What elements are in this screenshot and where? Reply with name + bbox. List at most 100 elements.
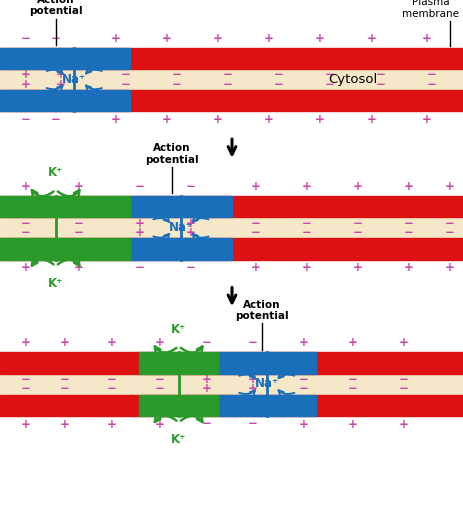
Text: −: − <box>20 373 31 386</box>
Text: −: − <box>351 226 362 239</box>
Text: −: − <box>273 68 283 81</box>
Text: −: − <box>250 217 260 229</box>
Text: +: + <box>55 68 65 81</box>
Text: +: + <box>162 113 172 126</box>
Text: Action
potential: Action potential <box>235 299 288 321</box>
Bar <box>218 395 315 416</box>
Text: Action
potential: Action potential <box>144 143 198 165</box>
Text: −: − <box>185 261 195 274</box>
Text: −: − <box>298 383 308 395</box>
Text: −: − <box>250 226 260 239</box>
Text: +: + <box>185 217 195 229</box>
Text: −: − <box>106 373 116 386</box>
Text: −: − <box>324 68 334 81</box>
Text: +: + <box>250 261 260 274</box>
Text: −: − <box>20 32 31 45</box>
Text: Cytosol: Cytosol <box>327 73 376 86</box>
Text: −: − <box>402 217 413 229</box>
Text: +: + <box>20 78 31 91</box>
Text: −: − <box>402 226 413 239</box>
Text: +: + <box>155 337 165 349</box>
Text: +: + <box>398 418 408 430</box>
Text: +: + <box>300 261 311 274</box>
Text: +: + <box>402 180 413 193</box>
Text: −: − <box>20 226 31 239</box>
Text: +: + <box>20 337 31 349</box>
Text: −: − <box>155 373 165 386</box>
Text: −: − <box>201 418 211 430</box>
Text: +: + <box>20 418 31 430</box>
Text: Na⁺: Na⁺ <box>62 73 86 86</box>
Text: Na⁺: Na⁺ <box>169 221 193 234</box>
Text: +: + <box>106 418 116 430</box>
Text: +: + <box>20 68 31 81</box>
Text: −: − <box>185 180 195 193</box>
Text: +: + <box>365 113 375 126</box>
Text: −: − <box>50 113 61 126</box>
Text: +: + <box>106 337 116 349</box>
Text: +: + <box>162 32 172 45</box>
Text: +: + <box>314 113 325 126</box>
Bar <box>0 90 130 111</box>
Text: +: + <box>351 261 362 274</box>
Text: +: + <box>60 337 70 349</box>
Text: Plasma
membrane: Plasma membrane <box>401 0 458 19</box>
Text: +: + <box>402 261 413 274</box>
Text: −: − <box>247 418 257 430</box>
Text: −: − <box>20 383 31 395</box>
Text: −: − <box>222 68 232 81</box>
Bar <box>0 238 463 260</box>
Text: +: + <box>247 373 257 386</box>
Text: +: + <box>298 418 308 430</box>
Text: −: − <box>60 373 70 386</box>
Text: +: + <box>444 261 454 274</box>
Bar <box>0 238 130 260</box>
Text: −: − <box>171 68 181 81</box>
Bar <box>0 374 463 395</box>
Text: −: − <box>171 78 181 91</box>
Text: −: − <box>155 383 165 395</box>
Text: −: − <box>74 217 84 229</box>
Text: −: − <box>120 78 130 91</box>
Text: +: + <box>74 261 84 274</box>
Text: +: + <box>250 180 260 193</box>
Text: −: − <box>201 337 211 349</box>
Text: +: + <box>185 226 195 239</box>
Text: +: + <box>398 337 408 349</box>
Text: −: − <box>375 78 385 91</box>
Text: +: + <box>444 180 454 193</box>
Text: +: + <box>213 32 223 45</box>
Text: −: − <box>298 373 308 386</box>
Text: +: + <box>365 32 375 45</box>
Text: +: + <box>300 180 311 193</box>
Bar <box>0 48 463 69</box>
Text: +: + <box>347 418 357 430</box>
Text: −: − <box>20 113 31 126</box>
Text: +: + <box>421 113 431 126</box>
Text: +: + <box>347 337 357 349</box>
Text: −: − <box>347 383 357 395</box>
Text: −: − <box>120 68 130 81</box>
Text: +: + <box>155 418 165 430</box>
Text: +: + <box>263 32 274 45</box>
Text: −: − <box>300 217 311 229</box>
Text: −: − <box>324 78 334 91</box>
Text: −: − <box>398 383 408 395</box>
Text: −: − <box>347 373 357 386</box>
Text: −: − <box>444 226 454 239</box>
Text: −: − <box>74 226 84 239</box>
Bar <box>0 217 463 238</box>
Text: −: − <box>375 68 385 81</box>
Text: K⁺: K⁺ <box>48 166 63 179</box>
Text: +: + <box>314 32 325 45</box>
Bar <box>130 196 232 217</box>
Text: −: − <box>351 217 362 229</box>
Bar <box>0 90 463 111</box>
Text: +: + <box>134 217 144 229</box>
Text: +: + <box>111 113 121 126</box>
Text: +: + <box>263 113 274 126</box>
Text: −: − <box>134 180 144 193</box>
Text: −: − <box>444 217 454 229</box>
Text: +: + <box>134 226 144 239</box>
Text: −: − <box>134 261 144 274</box>
